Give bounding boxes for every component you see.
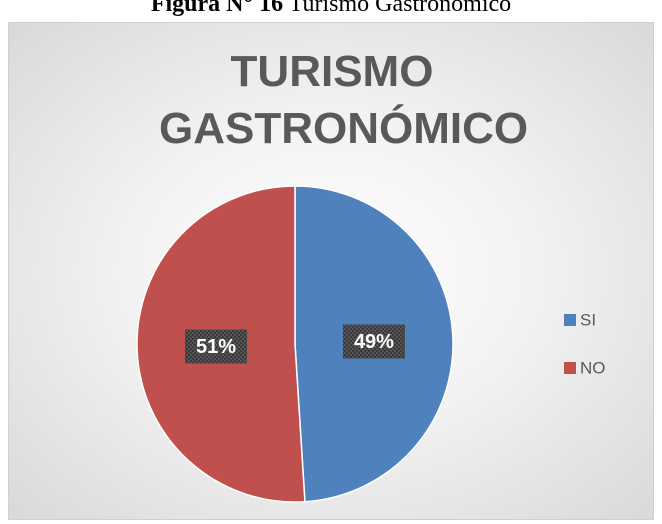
data-label-box [342,324,405,359]
figure-label: Figura N° 16 [150,0,284,17]
data-label: 51% [196,336,236,358]
figure-title: Turismo Gastronómico [288,0,512,17]
legend-swatch [564,362,576,374]
figure-caption: Figura N° 16 Turismo Gastronómico [0,0,662,18]
legend-swatch [564,314,576,326]
legend-label: SI [580,310,596,329]
data-label: 49% [354,331,394,353]
legend-label: NO [580,358,606,377]
chart-title: TURISMO GASTRONÓMICO [159,47,529,153]
data-label-box [185,329,248,364]
